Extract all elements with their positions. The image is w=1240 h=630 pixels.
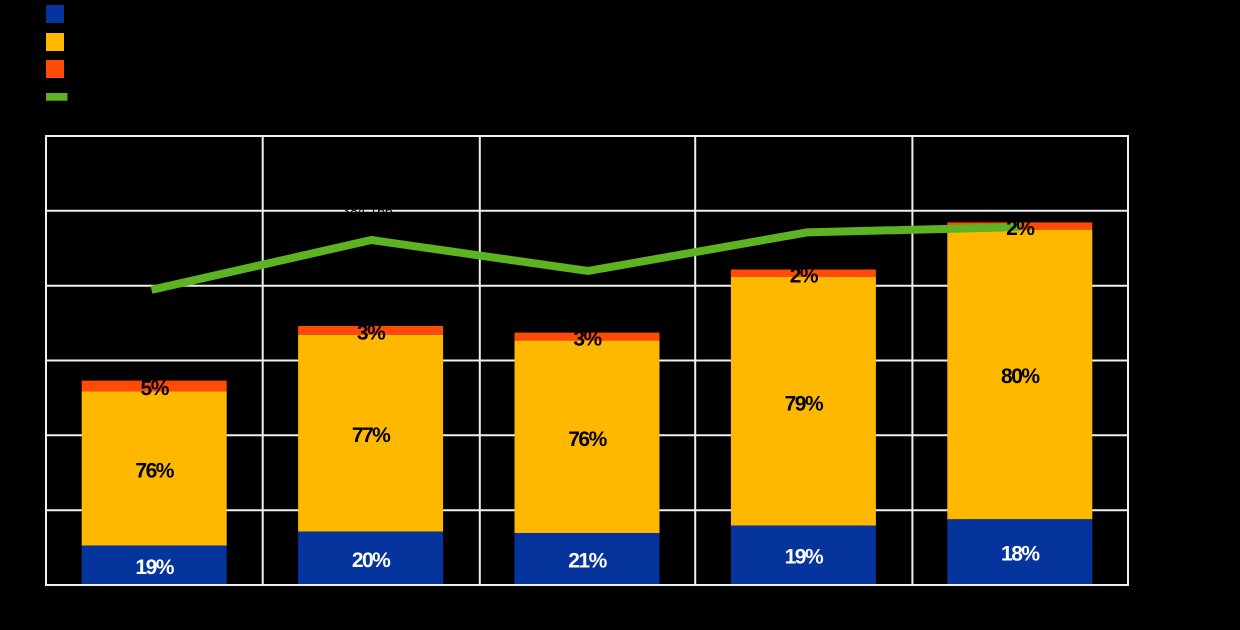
svg-text:2%: 2% xyxy=(790,264,819,287)
svg-text:2%: 2% xyxy=(1006,217,1035,240)
svg-text:76%: 76% xyxy=(135,460,174,483)
svg-text:77%: 77% xyxy=(352,424,391,447)
svg-text:250,000: 250,000 xyxy=(0,203,38,220)
svg-text:0: 0 xyxy=(29,577,38,594)
svg-text:20%: 20% xyxy=(352,549,391,572)
svg-text:150,000: 150,000 xyxy=(0,353,38,370)
svg-text:100,000: 100,000 xyxy=(0,427,38,444)
svg-text:50,000: 50,000 xyxy=(0,502,38,519)
svg-text:3%: 3% xyxy=(573,328,602,351)
svg-text:19%: 19% xyxy=(785,546,824,569)
svg-text:2018: 2018 xyxy=(353,595,389,612)
svg-text:2017: 2017 xyxy=(136,595,172,612)
svg-text:18%: 18% xyxy=(1001,543,1040,566)
svg-text:3%: 3% xyxy=(357,321,386,344)
svg-text:79%: 79% xyxy=(785,392,824,415)
svg-text:Salaries and benefits: Salaries and benefits xyxy=(72,6,221,23)
svg-text:21%: 21% xyxy=(568,550,607,573)
svg-text:2021: 2021 xyxy=(1002,595,1038,612)
svg-text:80%: 80% xyxy=(1001,365,1040,388)
svg-text:19%: 19% xyxy=(135,556,174,579)
svg-text:300,000: 300,000 xyxy=(0,128,38,145)
svg-text:Other expenses: Other expenses xyxy=(72,61,185,78)
svg-text:Total expenses: Total expenses xyxy=(72,89,179,106)
svg-text:76%: 76% xyxy=(568,428,607,451)
svg-text:2020: 2020 xyxy=(786,595,822,612)
svg-text:Operating expenses: Operating expenses xyxy=(72,34,215,51)
svg-text:2019: 2019 xyxy=(569,595,605,612)
svg-text:5%: 5% xyxy=(141,377,170,400)
svg-text:384,166: 384,166 xyxy=(342,202,393,218)
svg-text:200,000: 200,000 xyxy=(0,278,38,295)
